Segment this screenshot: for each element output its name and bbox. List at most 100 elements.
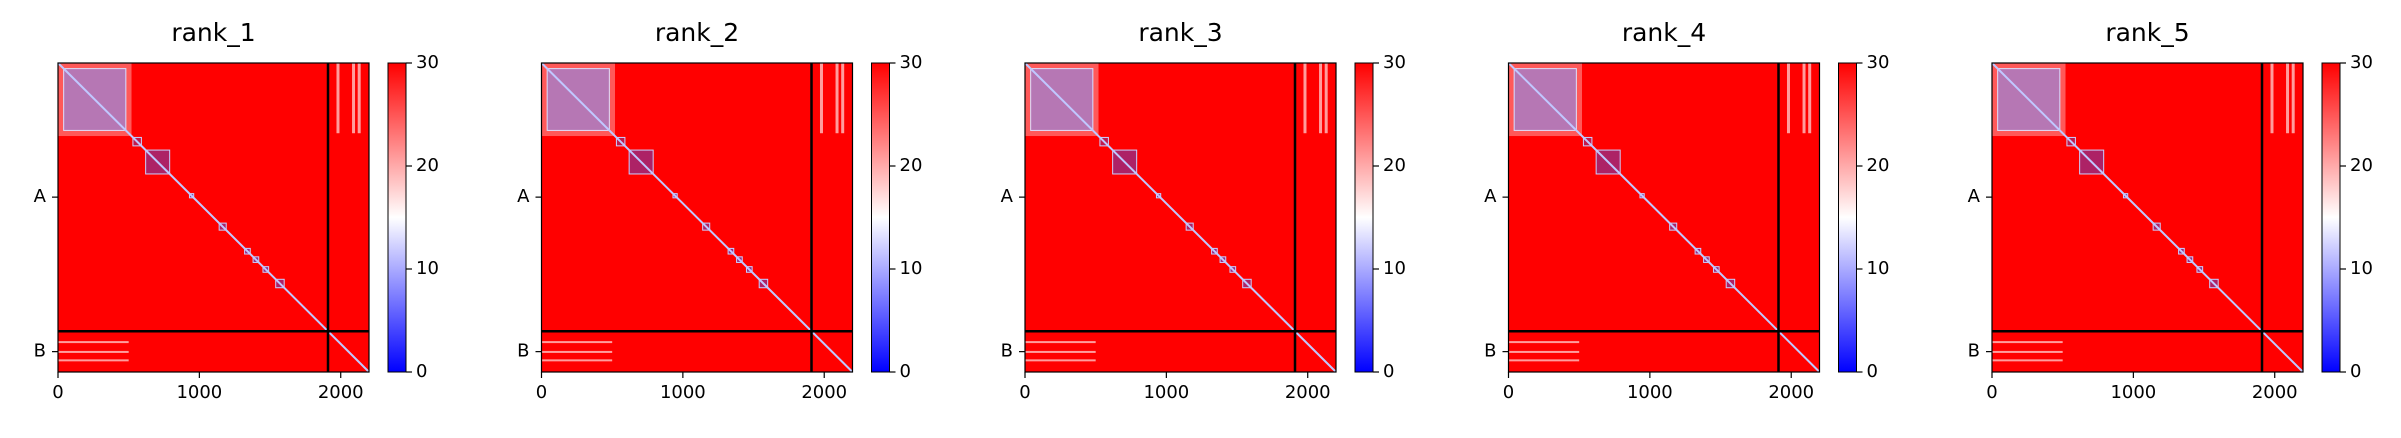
x-tick-label: 0 [536, 382, 547, 403]
light-stripe [2270, 63, 2274, 134]
y-tick-label: B [1484, 341, 1496, 362]
light-stripe [841, 63, 845, 134]
light-stripe [1508, 341, 1580, 344]
colorbar [871, 62, 890, 373]
colorbar-tick-label: 0 [2350, 361, 2361, 382]
x-tick-label: 1000 [2110, 382, 2156, 403]
y-tick-label: B [1001, 341, 1013, 362]
light-stripe [541, 350, 613, 353]
chart-title: rank_3 [1138, 18, 1222, 47]
light-stripe [58, 359, 129, 362]
diagonal [540, 62, 854, 373]
x-tick-label: 2000 [2252, 382, 2298, 403]
light-stripe [541, 341, 613, 344]
colorbar [387, 62, 407, 373]
y-tick-label: B [34, 341, 46, 362]
light-stripe [1324, 63, 1328, 134]
y-tick-label: A [34, 186, 47, 207]
diagonal [1507, 62, 1821, 373]
colorbar-tick-label: 20 [900, 155, 923, 176]
light-stripe [1025, 359, 1096, 362]
x-tick-label: 0 [1019, 382, 1030, 403]
light-stripe [352, 63, 356, 134]
colorbar-tick-label: 30 [416, 52, 439, 73]
colorbar-tick-label: 30 [900, 52, 923, 73]
light-stripe [58, 350, 129, 353]
diagonal [57, 62, 370, 373]
x-tick-label: 1000 [1627, 382, 1673, 403]
y-tick-label: B [517, 341, 529, 362]
y-tick-label: A [1001, 186, 1014, 207]
x-tick-label: 2000 [801, 382, 847, 403]
x-tick-label: 2000 [1285, 382, 1331, 403]
light-stripe [1025, 341, 1096, 344]
colorbar [1838, 62, 1857, 373]
colorbar-tick-label: 30 [1867, 52, 1890, 73]
light-stripe [2286, 63, 2290, 134]
colorbar [2321, 62, 2341, 373]
light-stripe [541, 359, 613, 362]
chart-title: rank_5 [2105, 18, 2189, 47]
light-stripe [1808, 63, 1812, 134]
x-tick-label: 2000 [1768, 382, 1814, 403]
x-tick-label: 1000 [1143, 382, 1189, 403]
colorbar-tick-label: 20 [1383, 155, 1406, 176]
y-tick-label: B [1968, 341, 1980, 362]
heatmap [1507, 62, 1821, 373]
colorbar-tick-label: 10 [1867, 258, 1890, 279]
colorbar-tick-label: 10 [900, 258, 923, 279]
y-tick-label: A [1484, 186, 1497, 207]
colorbar-tick-label: 20 [416, 155, 439, 176]
colorbar [1354, 62, 1374, 373]
colorbar-tick-label: 20 [2350, 155, 2373, 176]
light-stripe [835, 63, 839, 134]
heatmap [57, 62, 370, 373]
colorbar-tick-label: 10 [416, 258, 439, 279]
x-tick-label: 1000 [660, 382, 706, 403]
x-tick-label: 0 [1986, 382, 1997, 403]
light-stripe [1508, 359, 1580, 362]
light-stripe [1508, 350, 1580, 353]
chart-title: rank_1 [171, 18, 255, 47]
y-tick-label: A [1968, 186, 1981, 207]
colorbar-tick-label: 0 [416, 361, 427, 382]
light-stripe [58, 341, 129, 344]
colorbar-tick-label: 0 [1867, 361, 1878, 382]
plot-frame [57, 62, 370, 373]
y-tick-label: A [517, 186, 530, 207]
heatmap [540, 62, 854, 373]
light-stripe [819, 63, 823, 134]
light-stripe [1992, 350, 2063, 353]
x-tick-label: 0 [1503, 382, 1514, 403]
x-tick-label: 0 [52, 382, 63, 403]
light-stripe [1303, 63, 1307, 134]
plot-frame [1991, 62, 2304, 373]
colorbar-tick-label: 0 [1383, 361, 1394, 382]
chart-title: rank_2 [655, 18, 739, 47]
light-stripe [1319, 63, 1323, 134]
colorbar-tick-label: 0 [900, 361, 911, 382]
colorbar-tick-label: 10 [2350, 258, 2373, 279]
light-stripe [336, 63, 340, 134]
heatmap [1024, 62, 1337, 373]
x-tick-label: 1000 [176, 382, 222, 403]
chart-title: rank_4 [1622, 18, 1706, 47]
diagonal [1991, 62, 2304, 373]
light-stripe [2291, 63, 2295, 134]
plot-frame [1507, 62, 1821, 373]
plot-frame [540, 62, 854, 373]
plot-frame [1024, 62, 1337, 373]
x-tick-label: 2000 [318, 382, 364, 403]
colorbar-tick-label: 10 [1383, 258, 1406, 279]
light-stripe [1992, 341, 2063, 344]
light-stripe [1992, 359, 2063, 362]
colorbar-tick-label: 30 [1383, 52, 1406, 73]
light-stripe [1025, 350, 1096, 353]
colorbar-tick-label: 30 [2350, 52, 2373, 73]
diagonal [1024, 62, 1337, 373]
heatmap [1991, 62, 2304, 373]
light-stripe [1786, 63, 1790, 134]
colorbar-tick-label: 20 [1867, 155, 1890, 176]
light-stripe [357, 63, 361, 134]
